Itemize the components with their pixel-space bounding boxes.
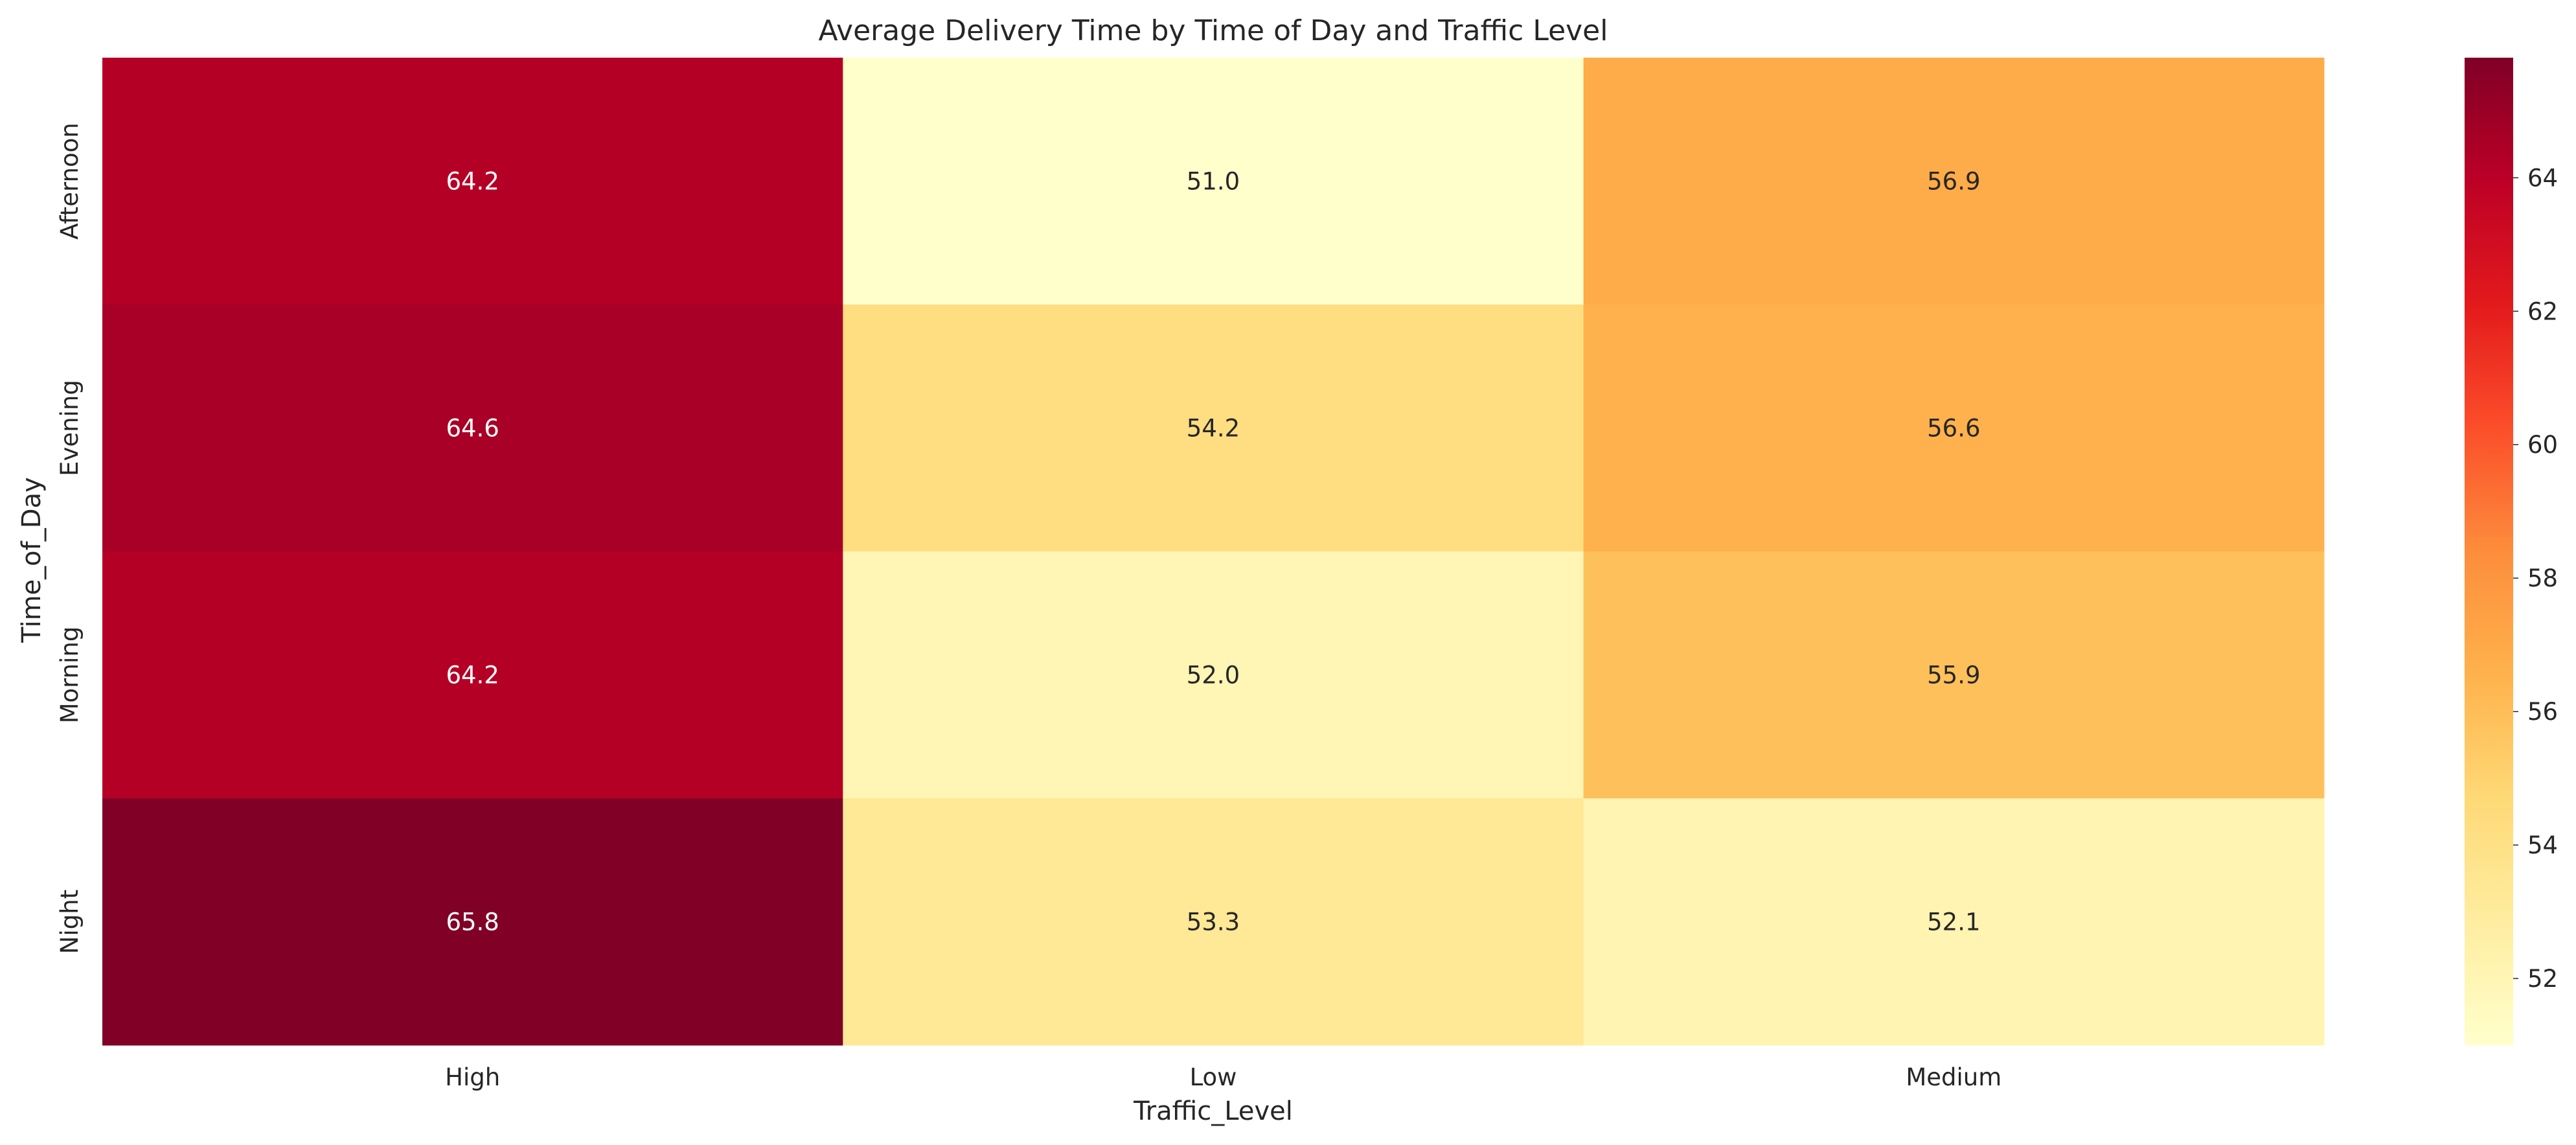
cell-value-label: 56.9 (1927, 168, 1980, 196)
heatmap-cell-night-high (102, 798, 843, 1046)
heatmap-cell-evening-low (843, 305, 1584, 552)
heatmap-cell-evening-medium (1583, 305, 2325, 552)
colorbar-gradient (2465, 58, 2513, 1045)
cell-value-label: 51.0 (1187, 168, 1240, 196)
y-tick-label-afternoon: Afternoon (56, 122, 84, 239)
x-axis-label: Traffic_Level (1133, 1096, 1293, 1126)
y-tick-label-night: Night (56, 890, 84, 954)
heatmap-cell-morning-low (843, 551, 1584, 799)
cell-value-label: 64.2 (446, 662, 499, 689)
heatmap-cell-night-low (843, 798, 1584, 1046)
cell-value-label: 52.0 (1187, 662, 1240, 689)
cell-value-label: 65.8 (446, 908, 499, 936)
colorbar-tick-label: 64 (2527, 164, 2558, 192)
y-axis-ticks: Afternoon Evening Morning Night (56, 122, 84, 954)
chart-title: Average Delivery Time by Time of Day and… (819, 14, 1608, 47)
heatmap-cell-afternoon-medium (1583, 58, 2325, 305)
heatmap-cell-afternoon-low (843, 58, 1584, 305)
cell-value-label: 55.9 (1927, 662, 1980, 689)
colorbar-ticks: 52 54 56 58 60 62 64 (2513, 164, 2558, 993)
x-tick-label-medium: Medium (1906, 1063, 2001, 1091)
cell-value-label: 53.3 (1187, 908, 1240, 936)
colorbar-tick-label: 56 (2527, 698, 2558, 726)
colorbar: 52 54 56 58 60 62 64 (2465, 58, 2558, 1045)
cell-value-label: 54.2 (1187, 415, 1240, 443)
colorbar-tick-label: 54 (2527, 831, 2558, 859)
cell-value-label: 64.2 (446, 168, 499, 196)
heatmap-cell-morning-high (102, 551, 843, 799)
cell-value-label: 52.1 (1927, 908, 1980, 936)
x-tick-label-high: High (445, 1063, 500, 1091)
x-tick-label-low: Low (1190, 1063, 1237, 1091)
heatmap-cell-morning-medium (1583, 551, 2325, 799)
heatmap-cell-labels: 64.2 51.0 56.9 64.6 54.2 56.6 64.2 52.0 55.9 65.8… (446, 168, 1980, 936)
cell-value-label: 64.6 (446, 415, 499, 443)
y-axis-label: Time_of_Day (17, 477, 47, 643)
cell-value-label: 56.6 (1927, 415, 1980, 443)
heatmap-cell-evening-high (102, 305, 843, 552)
colorbar-tick-label: 60 (2527, 431, 2558, 459)
y-tick-label-evening: Evening (56, 380, 84, 476)
colorbar-tick-label: 62 (2527, 297, 2558, 325)
colorbar-tick-label: 58 (2527, 564, 2558, 592)
heatmap-cells (102, 58, 2325, 1046)
x-axis-ticks: High Low Medium (445, 1063, 2001, 1091)
heatmap-cell-afternoon-high (102, 58, 843, 305)
colorbar-tick-label: 52 (2527, 965, 2558, 993)
heatmap-cell-night-medium (1583, 798, 2325, 1046)
y-tick-label-morning: Morning (56, 627, 84, 724)
